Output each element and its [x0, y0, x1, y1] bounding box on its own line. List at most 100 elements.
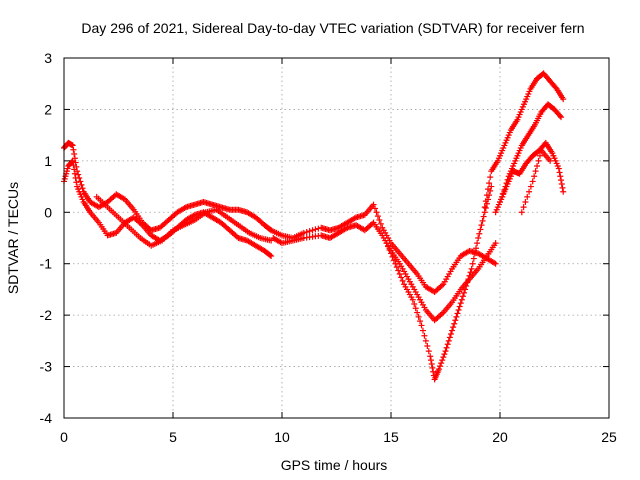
data-point-fill — [463, 283, 470, 289]
y-tick-label: 3 — [44, 50, 52, 66]
data-point — [427, 353, 434, 360]
data-point-fill — [467, 269, 474, 276]
data-point — [392, 260, 399, 267]
data-point-fill — [457, 300, 464, 307]
data-point-fill — [419, 327, 426, 334]
data-point-fill — [461, 289, 468, 296]
data-point-fill — [427, 357, 434, 364]
data-point-fill — [399, 277, 406, 284]
data-point-fill — [552, 84, 559, 91]
y-tick-label: -2 — [40, 307, 53, 323]
data-point-fill — [443, 344, 450, 351]
data-point — [481, 209, 488, 216]
data-point-fill — [482, 205, 489, 211]
x-tick-label: 25 — [601, 429, 617, 445]
data-point-fill — [486, 180, 493, 187]
data-point-fill — [377, 220, 384, 227]
data-point-fill — [71, 170, 78, 177]
data-point-fill — [75, 171, 82, 178]
data-point-fill — [446, 334, 453, 341]
data-point — [555, 165, 562, 172]
data-point-fill — [376, 217, 383, 223]
data-point-fill — [559, 184, 566, 191]
data-marks — [61, 70, 567, 383]
data-point-fill — [72, 175, 79, 181]
data-point — [529, 178, 536, 185]
data-point-fill — [415, 313, 422, 320]
axis-ticks — [63, 57, 610, 419]
data-point-fill — [470, 255, 477, 262]
grid — [64, 58, 609, 418]
data-point-fill — [534, 163, 541, 169]
data-point-fill — [79, 185, 86, 192]
data-point-fill — [398, 274, 405, 281]
data-point-fill — [527, 183, 534, 190]
data-point — [409, 296, 416, 303]
data-point — [560, 188, 567, 195]
data-point-fill — [424, 343, 431, 349]
data-point — [488, 183, 495, 190]
y-tick-label: -4 — [40, 410, 53, 426]
data-point-fill — [536, 152, 543, 159]
data-point-fill — [485, 186, 492, 193]
data-point-fill — [447, 331, 454, 337]
data-point-fill — [535, 157, 542, 164]
data-point-fill — [466, 272, 473, 279]
data-point-fill — [71, 151, 78, 157]
data-point-fill — [70, 162, 77, 169]
data-point — [449, 327, 456, 334]
y-tick-label: 2 — [44, 101, 52, 117]
data-point-fill — [70, 146, 77, 153]
series-track-e — [270, 219, 499, 324]
data-point-fill — [480, 213, 487, 220]
data-point — [481, 204, 488, 211]
data-point-fill — [373, 209, 380, 216]
y-tick-labels: -4 -3 -2 -1 0 1 2 3 — [40, 50, 53, 426]
data-point-fill — [458, 296, 465, 303]
data-point-fill — [417, 318, 424, 325]
data-point-fill — [469, 260, 476, 267]
data-point-fill — [556, 169, 563, 176]
series-track-f — [383, 183, 495, 383]
data-point — [69, 157, 76, 164]
data-point-fill — [483, 192, 490, 199]
data-point — [462, 286, 469, 293]
series-track-g — [481, 70, 567, 211]
data-point — [435, 366, 442, 373]
data-point — [383, 240, 390, 247]
data-point-fill — [454, 310, 461, 317]
data-point-fill — [440, 354, 447, 361]
data-point — [442, 348, 449, 355]
x-tick-label: 10 — [274, 429, 290, 445]
y-tick-label: -1 — [40, 256, 53, 272]
data-point — [547, 157, 554, 164]
data-point-fill — [478, 222, 485, 229]
data-point-fill — [414, 309, 421, 316]
data-point-fill — [479, 217, 486, 224]
data-point-fill — [524, 193, 531, 200]
data-point-fill — [558, 177, 565, 184]
data-point-fill — [459, 293, 466, 300]
plot-frame — [63, 57, 610, 419]
y-tick-label: 0 — [44, 204, 52, 220]
data-point-fill — [476, 230, 483, 237]
data-point-fill — [456, 303, 463, 310]
data-point-fill — [439, 357, 446, 364]
data-point-fill — [477, 226, 484, 233]
data-point-fill — [430, 368, 437, 375]
data-point-fill — [309, 227, 316, 234]
data-point-fill — [429, 364, 436, 371]
data-point-fill — [78, 181, 85, 188]
data-point-fill — [372, 205, 379, 212]
data-point-fill — [445, 337, 452, 344]
series-track-c — [93, 193, 275, 249]
data-point-fill — [482, 198, 489, 205]
data-point-fill — [425, 348, 432, 355]
data-point-fill — [374, 213, 381, 220]
data-point-fill — [453, 313, 460, 320]
data-point-fill — [388, 250, 394, 257]
data-point-fill — [450, 324, 457, 331]
series-track-a — [61, 139, 275, 234]
series-track-j — [518, 147, 554, 216]
